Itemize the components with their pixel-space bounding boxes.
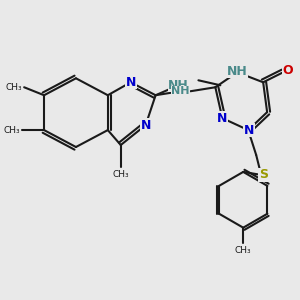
Text: CH₃: CH₃	[4, 126, 20, 135]
Text: N: N	[217, 112, 227, 124]
Text: N: N	[244, 124, 254, 136]
Text: CH₃: CH₃	[5, 83, 22, 92]
Text: CH₃: CH₃	[112, 170, 129, 179]
Text: CH₃: CH₃	[235, 246, 251, 255]
Text: NH: NH	[227, 65, 248, 78]
Text: N: N	[140, 118, 151, 132]
Text: O: O	[283, 64, 293, 77]
Text: N: N	[125, 76, 136, 89]
Text: NH: NH	[171, 86, 190, 96]
Text: NH: NH	[168, 79, 189, 92]
Text: S: S	[259, 168, 268, 182]
